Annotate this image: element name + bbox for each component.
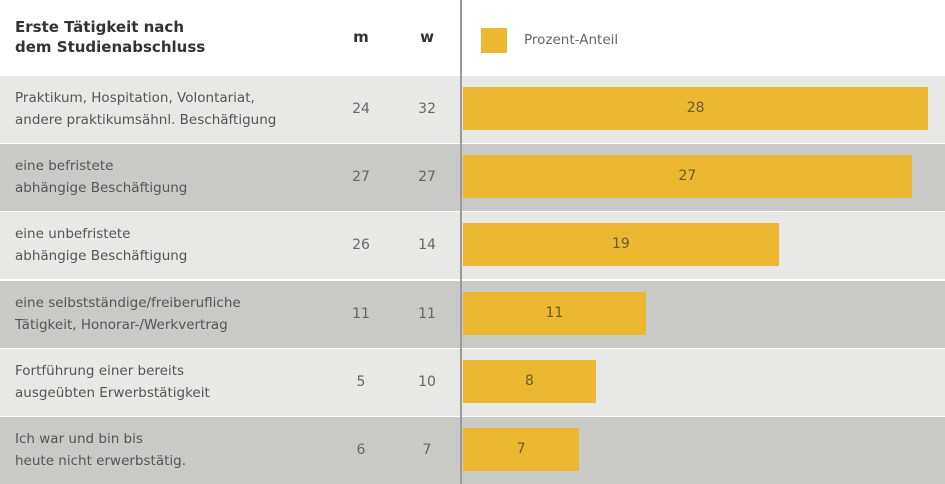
bar bbox=[463, 155, 912, 199]
bar bbox=[463, 427, 580, 471]
bar bbox=[463, 359, 596, 403]
bar-value-label: 7 bbox=[516, 440, 526, 457]
row-label: Fortführung einer bereits ausgeübten Erw… bbox=[15, 362, 210, 401]
bar bbox=[463, 87, 929, 131]
table-value: 5 bbox=[356, 373, 366, 390]
legend-label: Prozent-Anteil bbox=[524, 32, 619, 48]
table-value: 6 bbox=[356, 441, 366, 458]
row-label: eine befristete abhängige Beschäftigung bbox=[15, 158, 188, 197]
row-label: eine selbstständige/freiberufliche Tätig… bbox=[15, 294, 241, 333]
bar-value-label: 8 bbox=[525, 372, 534, 389]
row-label: eine unbefristete abhängige Beschäftigun… bbox=[15, 226, 188, 265]
table-value: 11 bbox=[418, 305, 436, 322]
table-value: 27 bbox=[418, 169, 436, 186]
divider bbox=[460, 0, 462, 484]
bar-value-label: 19 bbox=[611, 236, 630, 253]
column-header: m bbox=[353, 28, 369, 46]
column-header: w bbox=[420, 28, 434, 46]
bar bbox=[463, 223, 779, 267]
row-label: Ich war und bin bis heute nicht erwerbst… bbox=[15, 430, 187, 469]
table-value: 32 bbox=[418, 101, 436, 118]
table-value: 26 bbox=[352, 237, 370, 254]
row-label: Praktikum, Hospitation, Volontariat, and… bbox=[15, 90, 277, 129]
legend-swatch bbox=[481, 28, 507, 53]
bar-value-label: 11 bbox=[545, 304, 564, 321]
table-value: 24 bbox=[352, 101, 370, 118]
bar-value-label: 28 bbox=[686, 100, 705, 116]
header-title: Erste Tätigkeit nach dem Studienabschlus… bbox=[15, 18, 206, 56]
bar bbox=[463, 291, 646, 335]
table-value: 11 bbox=[352, 305, 370, 322]
table-value: 27 bbox=[352, 169, 370, 186]
table-value: 10 bbox=[418, 373, 436, 390]
table-value: 7 bbox=[422, 441, 432, 458]
bar-value-label: 27 bbox=[678, 168, 697, 185]
table-value: 14 bbox=[418, 237, 436, 254]
